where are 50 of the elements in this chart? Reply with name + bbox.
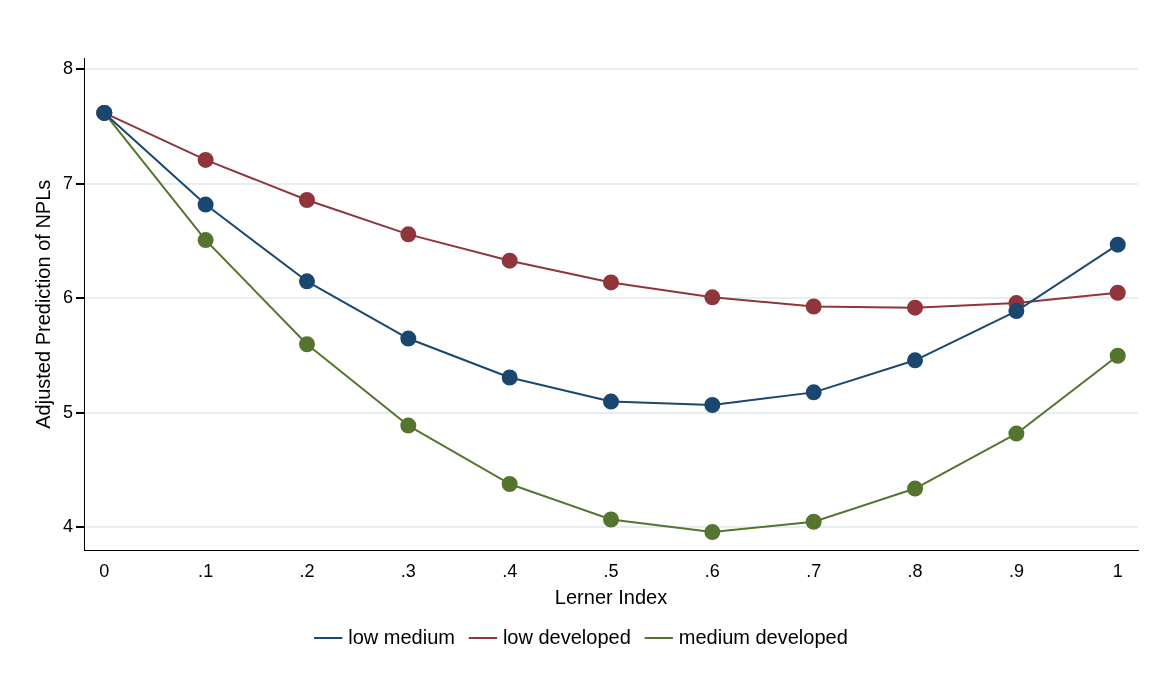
x-tick-label: .4 [502,561,518,582]
x-tick-label: .7 [806,561,822,582]
x-tick-label: .1 [198,561,214,582]
point [501,369,518,386]
point [400,417,417,434]
point [1109,284,1126,301]
y-tick-label: 5 [63,401,74,422]
point [1109,347,1126,364]
point [298,191,315,208]
point [501,475,518,492]
point [805,298,822,315]
x-tick-label: .3 [400,561,416,582]
point [197,196,214,213]
point [907,299,924,316]
point [197,232,214,249]
y-tick-label: 8 [63,58,74,79]
point [197,151,214,168]
point [603,274,620,291]
x-tick-label: 1 [1112,561,1123,582]
y-tick-label: 4 [63,516,74,537]
x-tick-label: 0 [99,561,110,582]
x-tick-label: .9 [1008,561,1024,582]
point [1008,303,1025,320]
point [704,396,721,413]
legend-label: low developed [502,625,631,648]
x-tick-label: .2 [299,561,315,582]
y-tick-label: 6 [63,287,74,308]
point [400,226,417,243]
legend-label: medium developed [678,625,848,648]
point [603,393,620,410]
point [805,384,822,401]
point [704,524,721,541]
point [501,252,518,269]
point [704,289,721,306]
x-axis-title: Lerner Index [554,585,668,608]
legend-label: low medium [348,625,455,648]
point [1008,425,1025,442]
x-tick-label: .5 [603,561,619,582]
point [1109,236,1126,253]
point [298,273,315,290]
point [400,330,417,347]
x-tick-label: .8 [907,561,923,582]
point [298,336,315,353]
point [907,352,924,369]
x-tick-label: .6 [704,561,720,582]
point [805,513,822,530]
point [907,480,924,497]
y-axis-title: Adjusted Prediction of NPLs [31,179,54,429]
y-tick-label: 7 [63,172,74,193]
point [603,511,620,528]
